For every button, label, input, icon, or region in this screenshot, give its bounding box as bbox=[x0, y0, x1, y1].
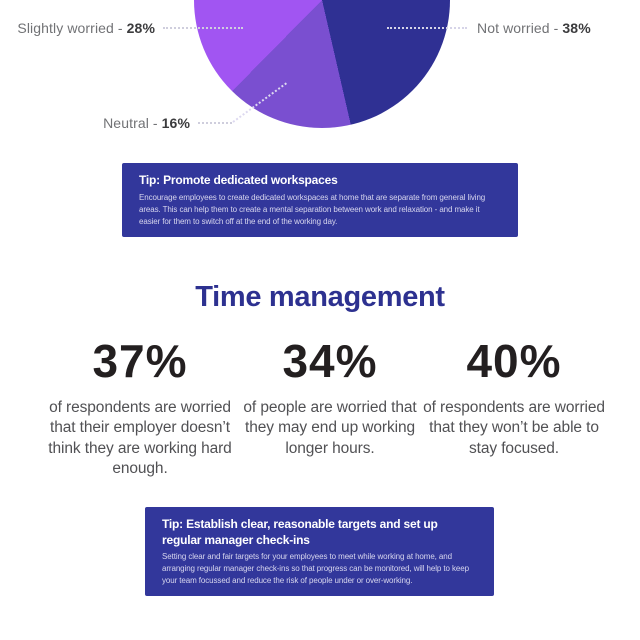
leader-line-neutral bbox=[198, 122, 232, 124]
stat-value: 34% bbox=[282, 335, 378, 387]
stat-description: of people are worried that they may end … bbox=[243, 398, 417, 457]
pie-label-slightly-worried: Slightly worried - 28% bbox=[0, 20, 155, 36]
leader-line-slightly-worried bbox=[163, 27, 243, 29]
tip-box-workspaces: Tip: Promote dedicated workspaces Encour… bbox=[122, 163, 518, 237]
stat-employer-perception: 37% of respondents are worried that thei… bbox=[36, 336, 244, 480]
tip-title: Tip: Promote dedicated workspaces bbox=[139, 173, 338, 187]
pie-label-text: Slightly worried - bbox=[17, 20, 127, 36]
tip-body: Encourage employees to create dedicated … bbox=[139, 192, 486, 226]
leader-line-not-worried bbox=[387, 27, 467, 29]
tip-box-targets-checkins: Tip: Establish clear, reasonable targets… bbox=[145, 507, 494, 597]
pie-label-percent: 28% bbox=[126, 20, 155, 36]
stat-longer-hours: 34% of people are worried that they may … bbox=[230, 336, 430, 459]
stat-stay-focused: 40% of respondents are worried that they… bbox=[420, 336, 608, 459]
stat-value: 40% bbox=[466, 335, 562, 387]
tip-title: Tip: Establish clear, reasonable targets… bbox=[162, 517, 438, 547]
pie-label-text: Neutral - bbox=[103, 115, 162, 131]
pie-label-neutral: Neutral - 16% bbox=[0, 115, 190, 131]
stat-description: of respondents are worried that they won… bbox=[423, 398, 605, 457]
pie-label-not-worried: Not worried - 38% bbox=[477, 20, 591, 36]
worry-pie-chart bbox=[194, 0, 450, 128]
pie-label-percent: 38% bbox=[562, 20, 591, 36]
pie-label-percent: 16% bbox=[161, 115, 190, 131]
pie-label-text: Not worried - bbox=[477, 20, 563, 36]
section-heading-time-management: Time management bbox=[195, 281, 445, 313]
stat-value: 37% bbox=[92, 335, 188, 387]
tip-body: Setting clear and fair targets for your … bbox=[162, 552, 469, 586]
stat-description: of respondents are worried that their em… bbox=[48, 398, 232, 478]
